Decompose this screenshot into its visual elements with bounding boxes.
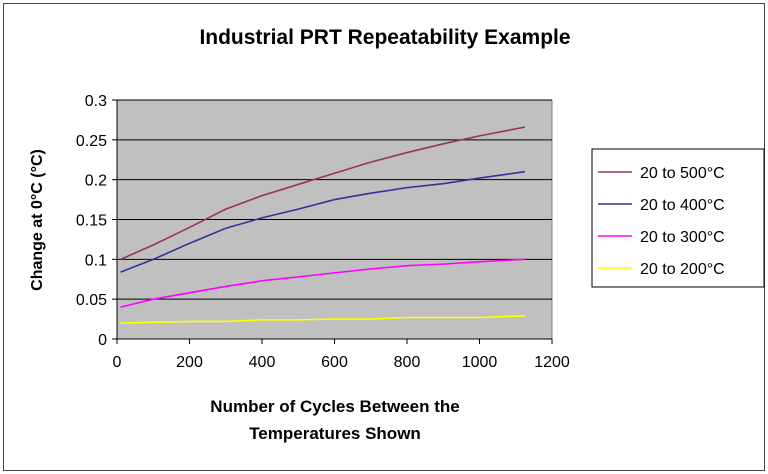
y-tick-label: 0.25 xyxy=(76,133,107,150)
legend-label: 20 to 200°C xyxy=(640,261,725,278)
x-tick-label: 800 xyxy=(394,354,421,371)
series-line-0 xyxy=(120,126,525,261)
y-tick-label: 0.3 xyxy=(85,93,107,110)
chart-title: Industrial PRT Repeatability Example xyxy=(199,26,570,49)
x-tick-label: 600 xyxy=(321,354,348,371)
y-tick-label: 0.05 xyxy=(76,292,107,309)
y-tick-label: 0.1 xyxy=(85,252,107,269)
series-line-1 xyxy=(120,170,525,273)
x-tick-label: 0 xyxy=(113,354,122,371)
legend-label: 20 to 500°C xyxy=(640,165,725,182)
x-tick-label: 400 xyxy=(249,354,276,371)
legend: 20 to 500°C 20 to 400°C 20 to 300°C 20 to 2… xyxy=(591,148,765,288)
x-tick-label: 1200 xyxy=(534,354,570,371)
x-tick-label: 200 xyxy=(176,354,203,371)
y-tick-label: 0.2 xyxy=(85,173,107,190)
legend-label: 20 to 400°C xyxy=(640,197,725,214)
legend-label: 20 to 300°C xyxy=(640,229,725,246)
y-tick-label: 0.15 xyxy=(76,213,107,230)
x-axis-label-line2: Temperatures Shown xyxy=(249,424,421,443)
series-line-2 xyxy=(120,258,525,308)
y-axis-label: Change at 0°C (°C) xyxy=(29,149,46,291)
y-tick-label: 0 xyxy=(98,332,107,349)
series-line-3 xyxy=(120,315,525,324)
x-axis-label-line1: Number of Cycles Between the xyxy=(210,397,459,416)
x-tick-label: 1000 xyxy=(462,354,498,371)
